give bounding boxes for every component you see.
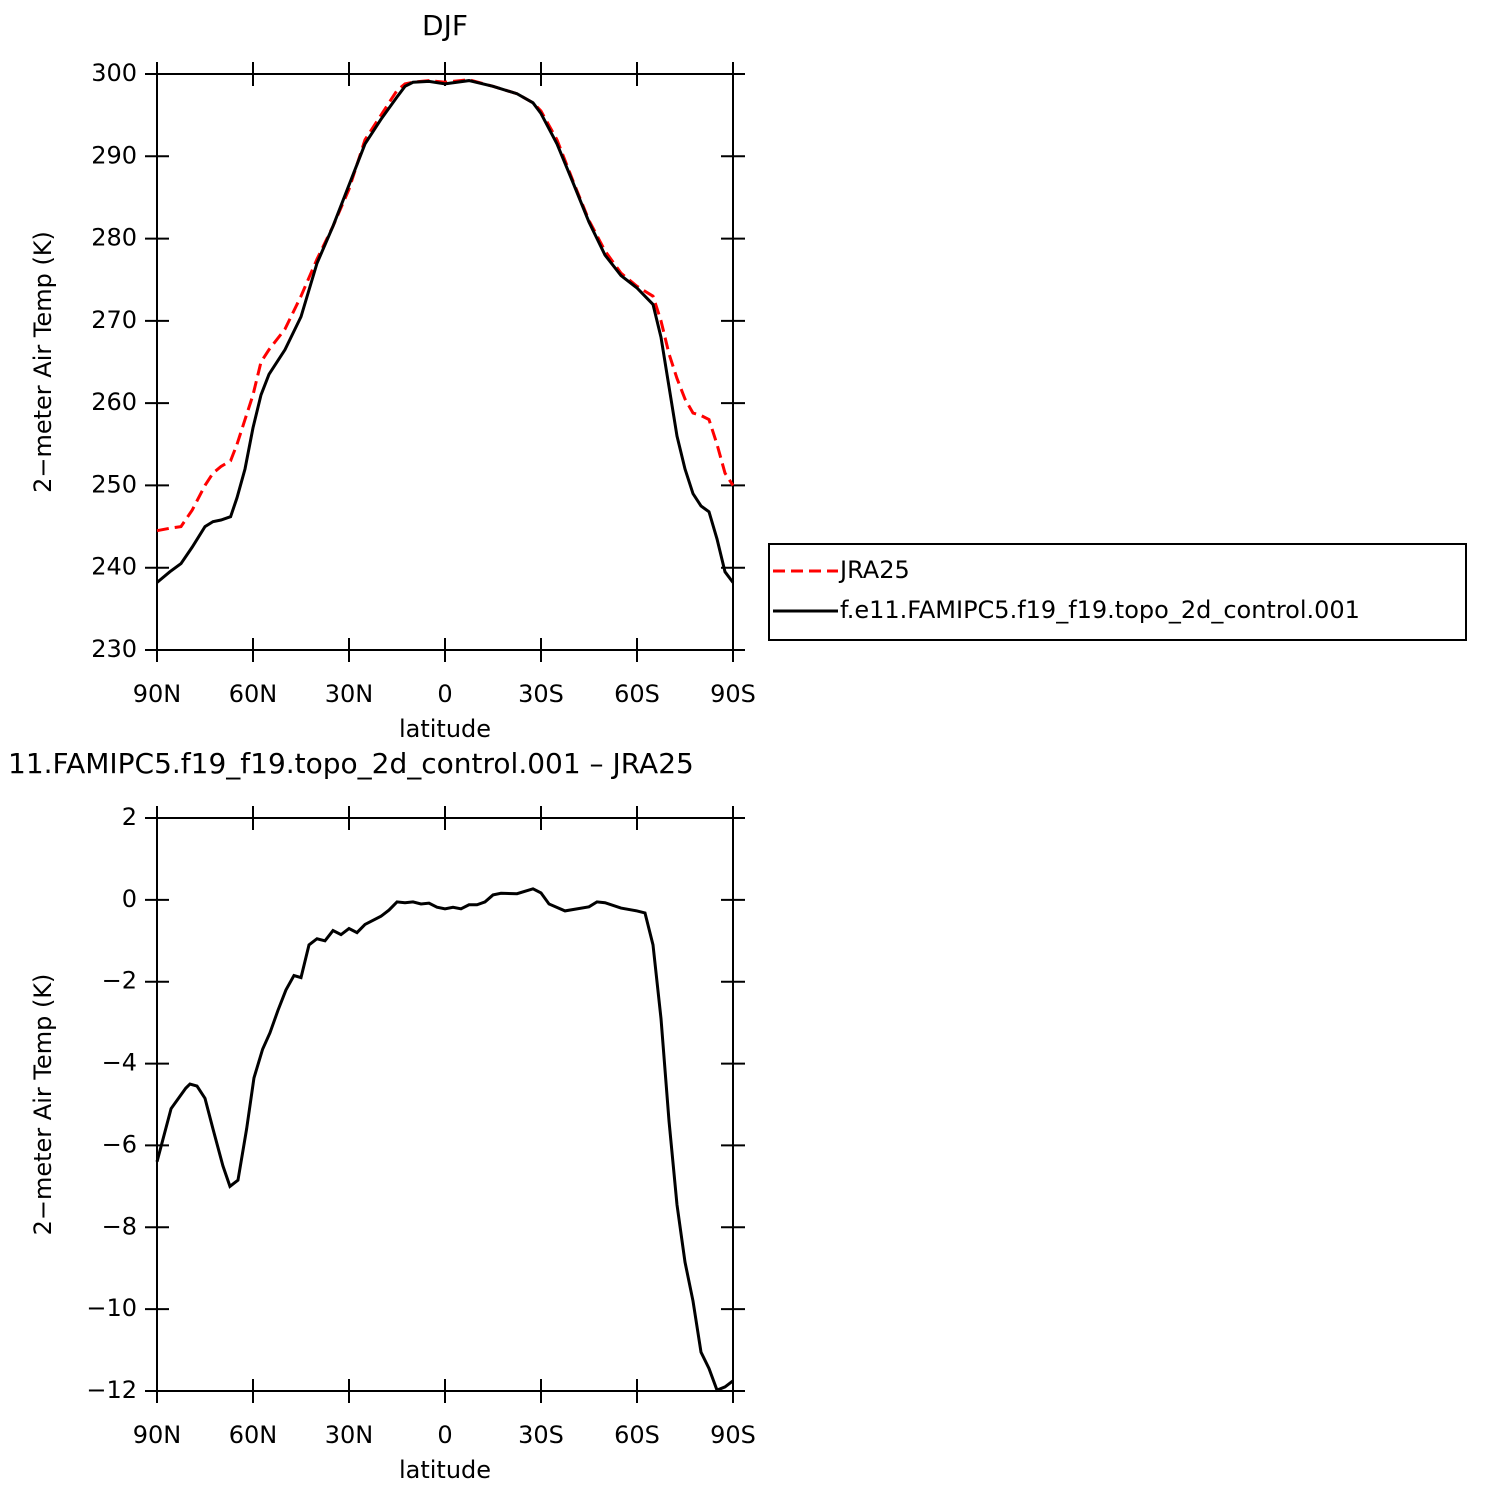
x-axis-label: latitude — [399, 715, 491, 743]
y-tick-label: 270 — [91, 306, 137, 334]
y-tick-label: 2 — [122, 803, 137, 831]
y-axis-label: 2−meter Air Temp (K) — [29, 974, 57, 1236]
x-tick-label: 60S — [614, 1421, 660, 1449]
plot-frame — [156, 73, 734, 651]
data-line — [156, 78, 735, 533]
y-tick-label: 260 — [91, 388, 137, 416]
x-tick-label: 60N — [229, 680, 278, 708]
x-tick-label: 30S — [518, 680, 564, 708]
x-tick-label: 60S — [614, 680, 660, 708]
x-tick-label: 30S — [518, 1421, 564, 1449]
x-axis-label: latitude — [399, 1456, 491, 1484]
y-tick-label: −12 — [86, 1376, 137, 1404]
data-line — [156, 79, 735, 584]
y-tick-label: 0 — [122, 885, 137, 913]
x-tick-label: 90S — [710, 680, 756, 708]
x-tick-label: 60N — [229, 1421, 278, 1449]
y-tick-label: 290 — [91, 141, 137, 169]
legend-label: f.e11.FAMIPC5.f19_f19.topo_2d_control.00… — [840, 596, 1360, 624]
x-tick-label: 90N — [133, 1421, 182, 1449]
y-tick-label: −8 — [102, 1212, 137, 1240]
chart-title: 11.FAMIPC5.f19_f19.topo_2d_control.001 –… — [8, 747, 694, 780]
x-tick-label: 90S — [710, 1421, 756, 1449]
y-tick-label: 230 — [91, 635, 137, 663]
x-tick-label: 30N — [325, 1421, 374, 1449]
plot-frame — [156, 817, 734, 1392]
chart-title: DJF — [422, 9, 468, 42]
y-tick-label: 240 — [91, 553, 137, 581]
x-tick-label: 30N — [325, 680, 374, 708]
y-tick-label: −10 — [86, 1294, 137, 1322]
x-tick-label: 90N — [133, 680, 182, 708]
data-line — [155, 887, 734, 1393]
y-tick-label: 300 — [91, 59, 137, 87]
x-tick-label: 0 — [437, 680, 452, 708]
y-tick-label: −2 — [102, 967, 137, 995]
y-tick-label: −4 — [102, 1049, 137, 1077]
legend-box — [768, 543, 1467, 641]
y-tick-label: −6 — [102, 1130, 137, 1158]
y-tick-label: 250 — [91, 470, 137, 498]
legend-label: JRA25 — [838, 556, 910, 584]
x-tick-label: 0 — [437, 1421, 452, 1449]
y-axis-label: 2−meter Air Temp (K) — [29, 231, 57, 493]
y-tick-label: 280 — [91, 224, 137, 252]
